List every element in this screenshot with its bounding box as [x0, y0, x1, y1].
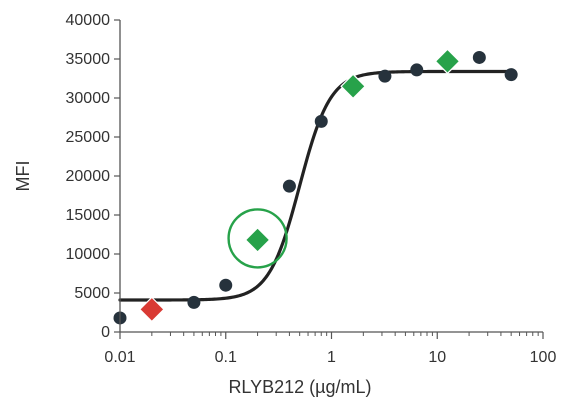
- y-tick-label: 5000: [74, 285, 110, 302]
- data-point-circle: [187, 295, 201, 309]
- data-points-layer: [113, 48, 518, 325]
- y-tick-label: 25000: [66, 129, 111, 146]
- data-point-green-diamond: [244, 227, 271, 253]
- data-point-circle: [504, 68, 518, 82]
- data-point-red-diamond: [138, 296, 165, 323]
- y-tick-label: 30000: [66, 90, 111, 107]
- highlight-circle: [227, 208, 288, 269]
- data-point-circle: [472, 50, 486, 64]
- highlight-layer: [227, 208, 288, 269]
- data-point-circle: [410, 63, 424, 77]
- data-point-green-diamond: [340, 73, 366, 100]
- y-tick-label: 35000: [66, 51, 111, 68]
- x-tick-label: 1: [327, 349, 336, 366]
- axes-layer: 0 5000 10000 15000 20000 25000 30000 35000 40000…: [66, 12, 557, 366]
- x-tick-label: 10: [428, 349, 446, 366]
- x-tick-label: 0.1: [215, 349, 237, 366]
- x-axis-title: RLYB212 (µg/mL): [228, 377, 371, 397]
- y-tick-label: 0: [101, 324, 110, 341]
- fit-curve-layer: [118, 69, 513, 302]
- data-point-circle: [219, 278, 233, 292]
- data-point-green-diamond: [434, 48, 461, 75]
- y-tick-label: 20000: [66, 168, 111, 185]
- y-axis-title: MFI: [13, 161, 33, 192]
- x-tick-label: 100: [530, 349, 557, 366]
- y-tick-label: 10000: [66, 246, 111, 263]
- y-tick-label: 15000: [66, 207, 111, 224]
- data-point-circle: [282, 179, 296, 193]
- data-point-circle: [314, 114, 328, 128]
- x-tick-label: 0.01: [104, 349, 135, 366]
- data-point-circle: [378, 69, 392, 83]
- fit-curve-line: [118, 69, 513, 302]
- y-tick-label: 40000: [66, 12, 111, 29]
